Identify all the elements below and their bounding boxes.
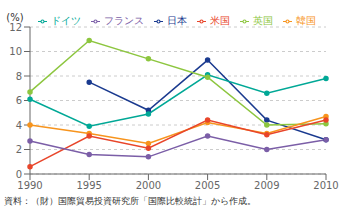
svg-text:0: 0 [16,169,22,180]
svg-text:8: 8 [16,71,22,82]
svg-text:(%): (%) [8,12,24,23]
svg-text:4: 4 [16,120,22,131]
svg-text:2000: 2000 [136,180,161,191]
svg-text:1995: 1995 [76,180,101,191]
svg-text:6: 6 [16,95,22,106]
html-text:日本: 日本 [167,15,187,26]
html-text:韓国: 韓国 [296,15,316,26]
svg-text:10: 10 [9,46,22,57]
html-text:英国: 英国 [253,15,273,26]
html-text:ドイツ: ドイツ [51,15,81,26]
svg-text:2010: 2010 [313,180,332,191]
svg-text:2009: 2009 [254,180,279,191]
html-text:資料：（財）国際貿易投資研究所「国際比較統計」から作成。: 資料：（財）国際貿易投資研究所「国際比較統計」から作成。 [4,196,256,206]
svg-text:2: 2 [16,144,22,155]
html-text:フランス: フランス [104,15,144,26]
svg-text:1990: 1990 [17,180,42,191]
svg-text:2005: 2005 [195,180,220,191]
svg-text:12: 12 [9,22,22,33]
html-text:米国: 米国 [210,15,230,26]
